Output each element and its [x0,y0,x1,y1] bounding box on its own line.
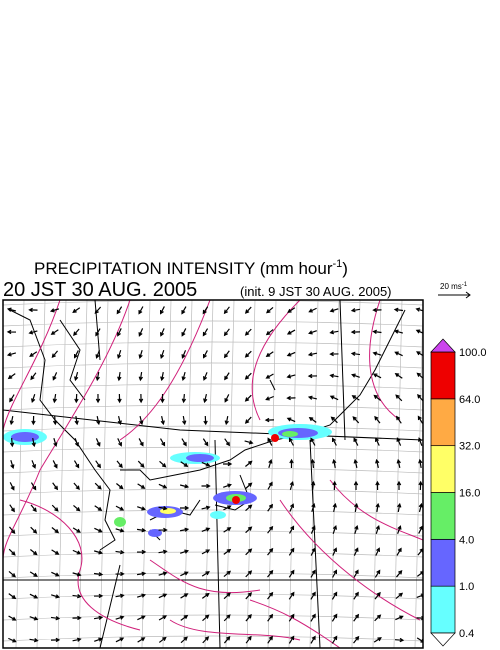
colorbar-band [430,538,456,587]
title-close: ) [342,259,348,278]
precip-area [160,508,176,514]
colorbar-label: 64.0 [459,394,480,406]
colorbar-label: 4.0 [459,534,474,546]
colorbar-under [430,632,456,647]
title-text: PRECIPITATION INTENSITY (mm hour [34,259,333,278]
colorbar-over [430,338,456,353]
coastline [9,309,406,551]
colorbar: 0.4 1.0 4.0 16.0 32.0 64.0 100.0 [430,338,487,647]
colorbar-label: 32.0 [459,441,480,453]
lat-lon-grid [3,300,423,648]
domain-lines [3,300,423,648]
colorbar-band [430,351,456,400]
precip-area [282,431,298,437]
wind-vectors [6,306,423,644]
precip-area [210,511,226,519]
colorbar-label: 1.0 [459,581,474,593]
wind-scale-text: 20 ms [440,282,462,291]
precip-area [271,434,279,442]
map-frame [2,299,424,649]
wind-scale-arrow [438,291,471,299]
colorbar-band [430,398,456,447]
wind-scale-sup: -1 [462,282,468,288]
valid-time: 20 JST 30 AUG. 2005 [3,279,197,301]
contours [3,300,423,648]
precip-area [11,432,39,442]
precip-area [148,529,162,537]
colorbar-band [430,585,456,634]
colorbar-band [430,492,456,540]
colorbar-label: 0.4 [459,628,474,640]
map-content [3,300,423,648]
precip-area [114,517,126,527]
title: PRECIPITATION INTENSITY (mm hour-1) [34,258,348,278]
colorbar-label: 16.0 [459,488,480,500]
init-time: (init. 9 JST 30 AUG. 2005) [240,284,392,299]
colorbar-band [430,445,456,493]
wind-scale-label: 20 ms-1 [440,282,468,291]
precip-area [186,454,214,462]
map [3,300,423,648]
title-superscript: -1 [332,258,342,270]
precip-area [232,496,240,504]
colorbar-label: 100.0 [459,347,487,359]
